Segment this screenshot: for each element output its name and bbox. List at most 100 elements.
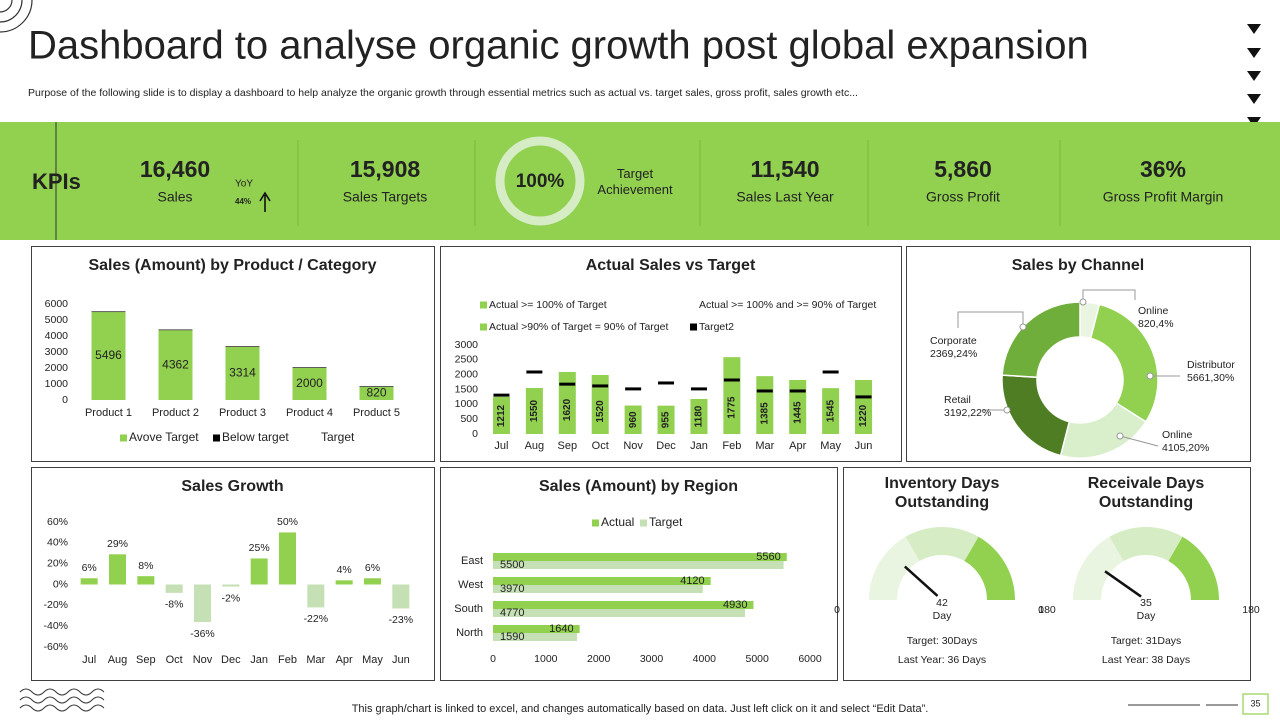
page-box bbox=[1242, 693, 1269, 715]
y-tick-label: -60% bbox=[43, 641, 68, 653]
bar-segment bbox=[822, 388, 840, 434]
kpi-value: 5,860 bbox=[934, 156, 992, 182]
slice-label: Online bbox=[1138, 305, 1169, 317]
leader-dot bbox=[1003, 406, 1011, 414]
bar-segment bbox=[789, 380, 807, 392]
y-tick-label: 2000 bbox=[45, 362, 69, 374]
bar-segment bbox=[558, 371, 576, 386]
gauge-needle bbox=[1104, 570, 1142, 598]
bar-segment bbox=[359, 386, 394, 387]
gauge-note: Last Year: 38 Days bbox=[1102, 654, 1190, 666]
y-tick-label: 4000 bbox=[45, 330, 69, 342]
x-tick-label: Product 3 bbox=[219, 407, 266, 419]
data-label: 50% bbox=[277, 516, 298, 528]
bar-segment bbox=[690, 398, 708, 434]
data-label: 1545 bbox=[825, 400, 836, 423]
x-tick-label: Mar bbox=[306, 654, 325, 666]
bar-segment bbox=[756, 376, 774, 393]
data-label: 1385 bbox=[759, 402, 770, 425]
legend-swatch bbox=[690, 301, 697, 309]
chart-title: Sales Growth bbox=[181, 478, 283, 495]
bar bbox=[80, 578, 98, 585]
gauge-value: 42 bbox=[936, 597, 948, 609]
footer-note: This graph/chart is linked to excel, and… bbox=[352, 703, 929, 715]
bar bbox=[222, 584, 240, 587]
legend-label: Actual bbox=[601, 515, 634, 529]
bar bbox=[493, 553, 787, 561]
bar-segment bbox=[723, 357, 741, 382]
y-tick-label: North bbox=[456, 627, 483, 639]
bar bbox=[493, 577, 711, 585]
data-label: 5496 bbox=[95, 348, 122, 362]
data-label: 820 bbox=[366, 386, 386, 400]
y-tick-label: -40% bbox=[43, 620, 68, 632]
gauge-unit: Day bbox=[933, 610, 952, 622]
x-tick-label: Product 1 bbox=[85, 407, 132, 419]
data-label: -2% bbox=[221, 592, 240, 604]
bar bbox=[137, 576, 155, 585]
legend-swatch bbox=[312, 434, 319, 442]
bar-segment bbox=[292, 368, 327, 400]
x-tick-label: Dec bbox=[221, 654, 241, 666]
bar bbox=[493, 609, 746, 617]
slice-label: Online bbox=[1162, 429, 1193, 441]
x-tick-label: Feb bbox=[278, 654, 297, 666]
leader-dot bbox=[1116, 432, 1124, 440]
bar bbox=[493, 633, 578, 641]
bar-segment bbox=[91, 312, 126, 400]
gauge-value: 35 bbox=[1140, 597, 1152, 609]
y-tick-label: 0% bbox=[53, 578, 68, 590]
bar bbox=[493, 585, 703, 593]
legend-label: Avove Target bbox=[129, 430, 199, 444]
data-label: 1180 bbox=[694, 405, 705, 427]
bar-segment bbox=[756, 392, 774, 434]
data-label: 1212 bbox=[496, 404, 507, 427]
subtitle: Purpose of the following slide is to dis… bbox=[28, 87, 858, 99]
data-label: 4930 bbox=[723, 599, 747, 611]
y-tick-label: 1000 bbox=[45, 378, 69, 390]
kpi-heading: KPIs bbox=[32, 169, 81, 194]
x-tick-label: Oct bbox=[592, 440, 609, 452]
data-label: 4120 bbox=[680, 575, 704, 587]
bar bbox=[364, 578, 381, 585]
slice-value: 4105,20% bbox=[1162, 442, 1209, 454]
bar-segment bbox=[225, 346, 260, 347]
chart-title: Sales (Amount) by Product / Category bbox=[88, 257, 376, 274]
bar-segment bbox=[225, 346, 260, 400]
bar bbox=[392, 584, 410, 609]
legend-swatch bbox=[690, 323, 697, 331]
bar-segment bbox=[855, 397, 873, 434]
bar-segment bbox=[158, 329, 193, 331]
data-label: 25% bbox=[249, 542, 270, 554]
x-tick-label: Dec bbox=[656, 440, 676, 452]
y-tick-label: 40% bbox=[47, 537, 68, 549]
slice-label: Retail bbox=[944, 394, 971, 406]
legend-label: Target bbox=[649, 515, 683, 529]
legend-label: Below target bbox=[222, 430, 289, 444]
bar-segment bbox=[158, 330, 193, 400]
data-label: 1620 bbox=[562, 398, 573, 421]
target-marker bbox=[559, 382, 576, 386]
data-label: 1520 bbox=[595, 400, 606, 423]
gauge-unit: Day bbox=[1137, 610, 1156, 622]
legend-swatch bbox=[480, 323, 487, 331]
gauge-tick-label: 180 bbox=[1038, 604, 1056, 616]
nav-triangles bbox=[1247, 24, 1261, 127]
y-tick-label: 2500 bbox=[455, 354, 479, 366]
legend-label: Actual >= 100% and >= 90% of Target bbox=[699, 299, 876, 311]
y-tick-label: 60% bbox=[47, 516, 68, 528]
y-tick-label: 3000 bbox=[455, 339, 479, 351]
y-tick-label: East bbox=[461, 555, 483, 567]
bar bbox=[194, 584, 211, 622]
y-tick-label: 1000 bbox=[455, 398, 479, 410]
legend-swatch bbox=[640, 519, 647, 527]
y-tick-label: 0 bbox=[62, 394, 68, 406]
bar bbox=[493, 561, 784, 569]
slice-value: 2369,24% bbox=[930, 348, 977, 360]
x-tick-label: May bbox=[820, 440, 841, 452]
leader-line bbox=[957, 311, 1024, 328]
x-tick-label: May bbox=[362, 654, 383, 666]
kpi-label: Sales Targets bbox=[343, 189, 428, 205]
data-label: 1445 bbox=[792, 401, 803, 424]
target-marker bbox=[723, 378, 740, 382]
